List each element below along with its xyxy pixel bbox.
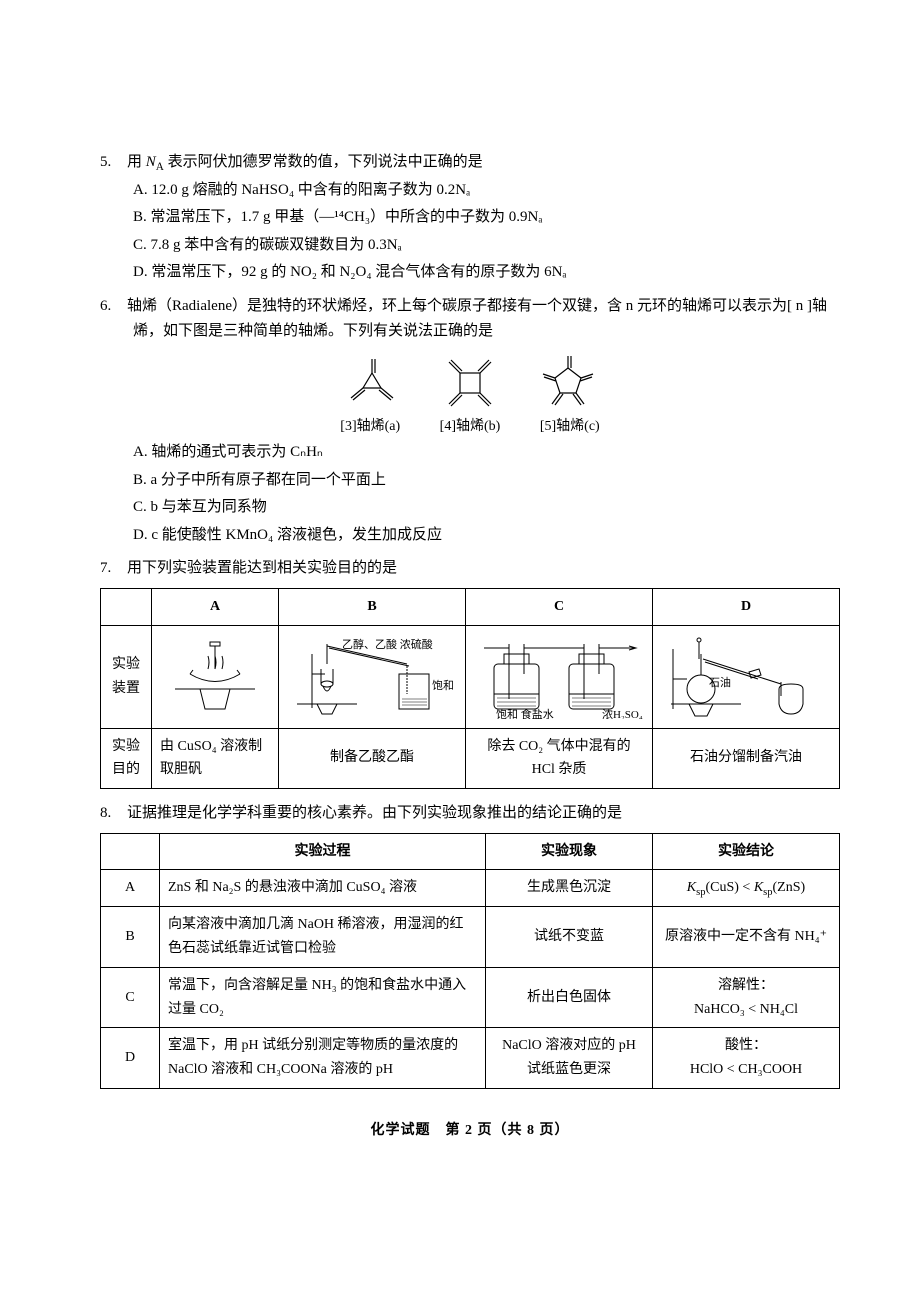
- q8-phen-D: NaClO 溶液对应的 pH 试纸蓝色更深: [486, 1028, 653, 1089]
- q8-key-B: B: [101, 907, 160, 968]
- q8-proc-B: 向某溶液中滴加几滴 NaOH 稀溶液，用湿润的红色石蕊试纸靠近试管口检验: [160, 907, 486, 968]
- q6-figures: [100, 353, 840, 411]
- c-label-h2so4: 浓H₂SO₄: [602, 708, 643, 719]
- q8-phen-A: 生成黑色沉淀: [486, 870, 653, 907]
- q5-opt-D: D. 常温常压下，92 g 的 NO₂ 和 N₂O₄ 混合气体含有的原子数为 6…: [133, 260, 840, 286]
- q7-text: 用下列实验装置能达到相关实验目的的是: [127, 560, 397, 576]
- q6-captions: [3]轴烯(a) [4]轴烯(b) [5]轴烯(c): [100, 415, 840, 439]
- q8-proc-D: 室温下，用 pH 试纸分别测定等物质的量浓度的 NaClO 溶液和 CH₃COO…: [160, 1028, 486, 1089]
- q6-opt-B: B. a 分子中所有原子都在同一个平面上: [133, 468, 840, 494]
- q7-purpose-B: 制备乙酸乙酯: [279, 728, 466, 789]
- radialene-4-icon: [435, 353, 505, 411]
- q7-head-A: A: [152, 588, 279, 625]
- q8-proc-C: 常温下，向含溶解足量 NH₃ 的饱和食盐水中通入过量 CO₂: [160, 967, 486, 1028]
- q8-head-process: 实验过程: [160, 833, 486, 870]
- q5-NA-N: N: [146, 154, 156, 170]
- b-label-naoh: 饱和 NaOH溶液: [432, 678, 457, 692]
- table-row: 实验 目的 由 CuSO₄ 溶液制取胆矾 制备乙酸乙酯 除去 CO₂ 气体中混有…: [101, 728, 840, 789]
- b-label-ethanol: 乙醇、乙酸 浓硫酸: [342, 637, 433, 651]
- table-row: C 常温下，向含溶解足量 NH₃ 的饱和食盐水中通入过量 CO₂ 析出白色固体 …: [101, 967, 840, 1028]
- table-row: A B C D: [101, 588, 840, 625]
- q8-key-A: A: [101, 870, 160, 907]
- question-5: 5.用 NA 表示阿伏加德罗常数的值，下列说法中正确的是 A. 12.0 g 熔…: [100, 150, 840, 286]
- question-8: 8.证据推理是化学学科重要的核心素养。由下列实验现象推出的结论正确的是 实验过程…: [100, 801, 840, 1089]
- q6-options: A. 轴烯的通式可表示为 CₙHₙ B. a 分子中所有原子都在同一个平面上 C…: [100, 440, 840, 548]
- q8-stem: 8.证据推理是化学学科重要的核心素养。由下列实验现象推出的结论正确的是: [100, 801, 840, 827]
- q6-cap-a: [3]轴烯(a): [340, 415, 400, 439]
- q8-concl-D: 酸性： HClO < CH₃COOH: [653, 1028, 840, 1089]
- d-label-oil: 石油: [709, 675, 731, 689]
- q5-number: 5.: [100, 150, 127, 176]
- table-row: D 室温下，用 pH 试纸分别测定等物质的量浓度的 NaClO 溶液和 CH₃C…: [101, 1028, 840, 1089]
- radialene-3-icon: [337, 353, 407, 411]
- q7-row-purpose: 实验 目的: [101, 728, 152, 789]
- q5-opt-B: B. 常温常压下，1.7 g 甲基（—¹⁴CH₃）中所含的中子数为 0.9Nₐ: [133, 205, 840, 231]
- q8-head-concl: 实验结论: [653, 833, 840, 870]
- q5-text-pre: 用: [127, 154, 146, 170]
- q7-purpose-A: 由 CuSO₄ 溶液制取胆矾: [152, 728, 279, 789]
- q7-purpose-C: 除去 CO₂ 气体中混有的 HCl 杂质: [466, 728, 653, 789]
- q6-opt-C: C. b 与苯互为同系物: [133, 495, 840, 521]
- table-row: 实验 装置: [101, 625, 840, 728]
- table-row: A ZnS 和 Na₂S 的悬浊液中滴加 CuSO₄ 溶液 生成黑色沉淀 Ksp…: [101, 870, 840, 907]
- q5-options: A. 12.0 g 熔融的 NaHSO₄ 中含有的阳离子数为 0.2Nₐ B. …: [100, 178, 840, 286]
- q8-corner: [101, 833, 160, 870]
- q8-head-phenom: 实验现象: [486, 833, 653, 870]
- q6-text-1: 轴烯（Radialene）是独特的环状烯烃，环上每个碳原子都接有一个双键，含 n…: [127, 298, 827, 314]
- question-6: 6.轴烯（Radialene）是独特的环状烯烃，环上每个碳原子都接有一个双键，含…: [100, 294, 840, 549]
- q7-table: A B C D 实验 装置: [100, 588, 840, 789]
- q8-table: 实验过程 实验现象 实验结论 A ZnS 和 Na₂S 的悬浊液中滴加 CuSO…: [100, 833, 840, 1089]
- q6-opt-A: A. 轴烯的通式可表示为 CₙHₙ: [133, 440, 840, 466]
- q8-proc-A: ZnS 和 Na₂S 的悬浊液中滴加 CuSO₄ 溶液: [160, 870, 486, 907]
- q8-concl-A: Ksp(CuS) < Ksp(ZnS): [653, 870, 840, 907]
- q6-cap-b: [4]轴烯(b): [440, 415, 501, 439]
- q8-number: 8.: [100, 801, 127, 827]
- q7-apparatus-A: [152, 625, 279, 728]
- q5-stem: 5.用 NA 表示阿伏加德罗常数的值，下列说法中正确的是: [100, 150, 840, 176]
- page-footer: 化学试题 第 2 页（共 8 页）: [100, 1119, 840, 1143]
- q5-opt-C: C. 7.8 g 苯中含有的碳碳双键数目为 0.3Nₐ: [133, 233, 840, 259]
- q6-cap-c: [5]轴烯(c): [540, 415, 600, 439]
- q7-purpose-D: 石油分馏制备汽油: [653, 728, 840, 789]
- distillation-icon: 石油: [661, 634, 831, 719]
- q8-concl-B: 原溶液中一定不含有 NH₄⁺: [653, 907, 840, 968]
- q5-opt-A: A. 12.0 g 熔融的 NaHSO₄ 中含有的阳离子数为 0.2Nₐ: [133, 178, 840, 204]
- q7-head-C: C: [466, 588, 653, 625]
- q7-corner: [101, 588, 152, 625]
- q5-text-post: 表示阿伏加德罗常数的值，下列说法中正确的是: [164, 154, 483, 170]
- q7-row-apparatus: 实验 装置: [101, 625, 152, 728]
- q7-apparatus-C: 饱和 食盐水 浓H₂SO₄: [466, 625, 653, 728]
- q8-key-C: C: [101, 967, 160, 1028]
- q6-text-2: 烯，如下图是三种简单的轴烯。下列有关说法正确的是: [133, 323, 493, 339]
- q6-opt-D: D. c 能使酸性 KMnO₄ 溶液褪色，发生加成反应: [133, 523, 840, 549]
- q7-head-B: B: [279, 588, 466, 625]
- q8-text: 证据推理是化学学科重要的核心素养。由下列实验现象推出的结论正确的是: [127, 805, 622, 821]
- exam-page: 5.用 NA 表示阿伏加德罗常数的值，下列说法中正确的是 A. 12.0 g 熔…: [0, 0, 920, 1203]
- q7-number: 7.: [100, 556, 127, 582]
- q7-apparatus-D: 石油: [653, 625, 840, 728]
- q7-apparatus-B: 乙醇、乙酸 浓硫酸 饱和 NaOH溶液: [279, 625, 466, 728]
- q6-number: 6.: [100, 294, 127, 320]
- question-7: 7.用下列实验装置能达到相关实验目的的是 A B C D 实验 装置: [100, 556, 840, 789]
- q8-key-D: D: [101, 1028, 160, 1089]
- q8-concl-C: 溶解性： NaHCO₃ < NH₄Cl: [653, 967, 840, 1028]
- q7-head-D: D: [653, 588, 840, 625]
- evaporation-dish-icon: [160, 634, 270, 719]
- c-label-nacl: 饱和 食盐水: [496, 707, 554, 719]
- esterification-icon: 乙醇、乙酸 浓硫酸 饱和 NaOH溶液: [287, 634, 457, 719]
- q8-phen-B: 试纸不变蓝: [486, 907, 653, 968]
- q6-stem-1: 6.轴烯（Radialene）是独特的环状烯烃，环上每个碳原子都接有一个双键，含…: [100, 294, 840, 320]
- q7-stem: 7.用下列实验装置能达到相关实验目的的是: [100, 556, 840, 582]
- gas-wash-icon: 饱和 食盐水 浓H₂SO₄: [474, 634, 644, 719]
- q6-stem-2-wrap: 烯，如下图是三种简单的轴烯。下列有关说法正确的是: [100, 319, 840, 345]
- q5-NA-A: A: [156, 161, 164, 173]
- q8-phen-C: 析出白色固体: [486, 967, 653, 1028]
- table-row: 实验过程 实验现象 实验结论: [101, 833, 840, 870]
- radialene-5-icon: [533, 353, 603, 411]
- table-row: B 向某溶液中滴加几滴 NaOH 稀溶液，用湿润的红色石蕊试纸靠近试管口检验 试…: [101, 907, 840, 968]
